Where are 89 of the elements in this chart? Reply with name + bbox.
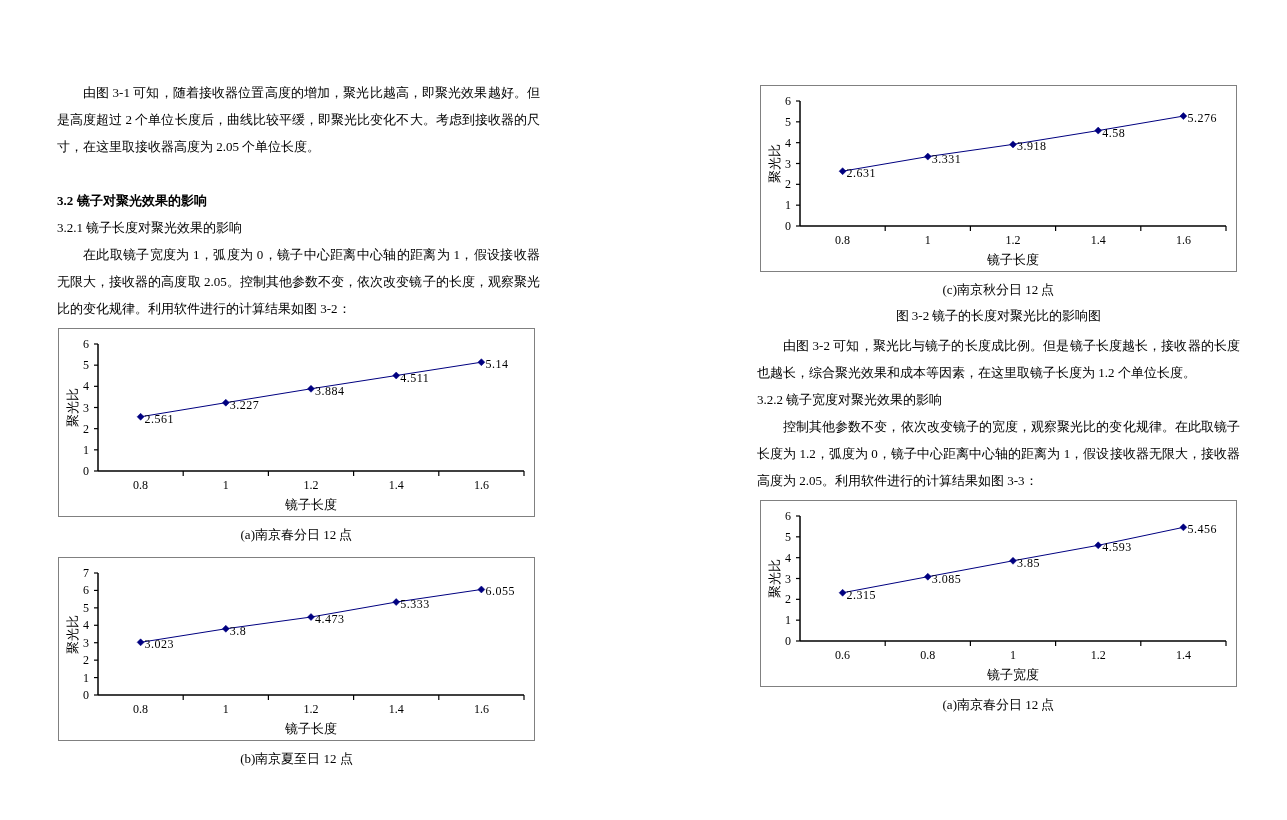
y-tick-label: 4 bbox=[83, 379, 89, 394]
data-label: 3.085 bbox=[931, 571, 962, 586]
y-tick-label: 2 bbox=[785, 592, 791, 607]
y-tick-label: 4 bbox=[785, 135, 791, 150]
y-tick-label: 2 bbox=[83, 653, 89, 668]
data-label: 3.918 bbox=[1017, 139, 1047, 154]
text: (a)南京春分日 12 点 bbox=[942, 696, 1055, 712]
text: 由图 3-1 可知，随着接收器位置高度的增加，聚光比越高，即聚光效果越好。但是高度超过 2 个单位长度后，曲线比较平缓，即聚光比变化不大。考虑到接收器的尺寸，在这里取接收器高度为 2.05 个单位长度。 bbox=[57, 84, 540, 156]
x-tick-label: 1.2 bbox=[1005, 233, 1021, 247]
data-label: 3.8 bbox=[229, 623, 247, 638]
x-tick-label: 0.8 bbox=[133, 478, 149, 492]
data-label: 3.023 bbox=[144, 637, 175, 652]
data-label: 3.331 bbox=[931, 151, 962, 166]
x-tick-label: 1 bbox=[222, 702, 229, 716]
data-label: 5.456 bbox=[1187, 522, 1217, 537]
y-tick-label: 4 bbox=[785, 550, 791, 565]
y-tick-label: 5 bbox=[83, 358, 89, 373]
y-tick-label: 1 bbox=[785, 198, 791, 213]
text: (c)南京秋分日 12 点 bbox=[942, 281, 1055, 297]
data-label: 4.593 bbox=[1102, 540, 1132, 555]
y-tick-label: 0 bbox=[83, 688, 89, 702]
y-tick-label: 1 bbox=[83, 442, 89, 457]
text: 3.2.2 镜子宽度对聚光效果的影响 bbox=[757, 391, 944, 409]
x-tick-label: 1.6 bbox=[1175, 233, 1191, 247]
data-label: 4.473 bbox=[315, 612, 345, 627]
x-tick-label: 0.8 bbox=[920, 648, 936, 662]
y-tick-label: 5 bbox=[83, 600, 89, 615]
text: 由图 3-2 可知，聚光比与镜子的长度成比例。但是镜子长度越长，接收器的长度也越长，综合聚光效果和成本等因素，在这里取镜子长度为 1.2 个单位长度。 bbox=[757, 337, 1240, 382]
y-tick-label: 1 bbox=[785, 613, 791, 628]
x-tick-label: 1.6 bbox=[473, 702, 489, 716]
data-label: 5.333 bbox=[400, 597, 430, 612]
y-tick-label: 0 bbox=[785, 634, 791, 648]
y-tick-label: 1 bbox=[83, 670, 89, 685]
data-label: 2.561 bbox=[144, 411, 175, 426]
x-tick-label: 0.8 bbox=[133, 702, 149, 716]
x-tick-label: 1.4 bbox=[1175, 648, 1191, 662]
data-label: 3.85 bbox=[1017, 555, 1040, 570]
data-label: 3.227 bbox=[229, 397, 260, 412]
x-axis-title: 镜子长度 bbox=[284, 496, 337, 512]
text: 控制其他参数不变，依次改变镜子的宽度，观察聚光比的变化规律。在此取镜子长度为 1.2，弧度为 0，镜子中心距离中心轴的距离为 1，假设接收器无限大，接收器高度为 2.05。利用软件进行的计算结果如图 3-3： bbox=[757, 418, 1240, 490]
y-axis-title: 聚光比 bbox=[64, 388, 80, 427]
x-tick-label: 1.2 bbox=[1090, 648, 1106, 662]
text: 3.2 镜子对聚光效果的影响 bbox=[57, 192, 208, 210]
x-tick-label: 1.2 bbox=[303, 478, 319, 492]
x-axis-title: 镜子长度 bbox=[284, 720, 337, 736]
y-tick-label: 6 bbox=[83, 583, 89, 598]
data-label: 4.58 bbox=[1102, 125, 1126, 140]
y-tick-label: 0 bbox=[785, 219, 791, 233]
text: 在此取镜子宽度为 1，弧度为 0，镜子中心距离中心轴的距离为 1，假设接收器无限大，接收器的高度取 2.05。控制其他参数不变，依次改变镜子的长度，观察聚光比的变化规律。利用软件进行的计算结果如图 3-2： bbox=[57, 246, 540, 318]
y-tick-label: 4 bbox=[83, 618, 89, 633]
text: 3.2.1 镜子长度对聚光效果的影响 bbox=[57, 219, 244, 237]
y-tick-label: 6 bbox=[785, 509, 791, 523]
x-tick-label: 1 bbox=[222, 478, 229, 492]
y-tick-label: 6 bbox=[785, 94, 791, 108]
x-tick-label: 0.6 bbox=[835, 648, 851, 662]
y-tick-label: 3 bbox=[83, 400, 89, 415]
caption: 图 3-2 镜子的长度对聚光比的影响图 bbox=[895, 307, 1102, 323]
y-axis-title: 聚光比 bbox=[64, 614, 80, 654]
x-tick-label: 0.8 bbox=[835, 233, 851, 247]
x-tick-label: 1.4 bbox=[388, 478, 404, 492]
x-tick-label: 1.6 bbox=[473, 478, 489, 492]
data-label: 6.055 bbox=[485, 584, 515, 599]
data-label: 5.276 bbox=[1187, 111, 1217, 126]
x-axis-title: 镜子长度 bbox=[986, 251, 1039, 267]
y-axis-title: 聚光比 bbox=[766, 144, 782, 183]
x-axis-title: 镜子宽度 bbox=[986, 666, 1039, 682]
data-label: 2.631 bbox=[846, 166, 877, 181]
x-tick-label: 1 bbox=[1010, 648, 1016, 662]
y-tick-label: 2 bbox=[785, 177, 791, 192]
y-tick-label: 2 bbox=[83, 421, 89, 436]
data-label: 5.14 bbox=[485, 357, 509, 372]
y-tick-label: 3 bbox=[785, 156, 791, 171]
text: (b)南京夏至日 12 点 bbox=[240, 750, 353, 766]
x-tick-label: 1.2 bbox=[303, 702, 319, 716]
x-tick-label: 1.4 bbox=[1090, 233, 1106, 247]
y-axis-title: 聚光比 bbox=[766, 559, 782, 598]
data-label: 4.511 bbox=[400, 370, 430, 385]
y-tick-label: 0 bbox=[83, 464, 89, 478]
text: (a)南京春分日 12 点 bbox=[240, 526, 353, 542]
y-tick-label: 5 bbox=[785, 114, 791, 129]
x-tick-label: 1.4 bbox=[388, 702, 404, 716]
x-tick-label: 1 bbox=[924, 233, 931, 247]
data-label: 2.315 bbox=[846, 587, 877, 602]
y-tick-label: 6 bbox=[83, 337, 89, 351]
data-label: 3.884 bbox=[315, 383, 345, 398]
y-tick-label: 5 bbox=[785, 529, 791, 544]
y-tick-label: 7 bbox=[83, 566, 89, 580]
y-tick-label: 3 bbox=[83, 635, 89, 650]
y-tick-label: 3 bbox=[785, 571, 791, 586]
